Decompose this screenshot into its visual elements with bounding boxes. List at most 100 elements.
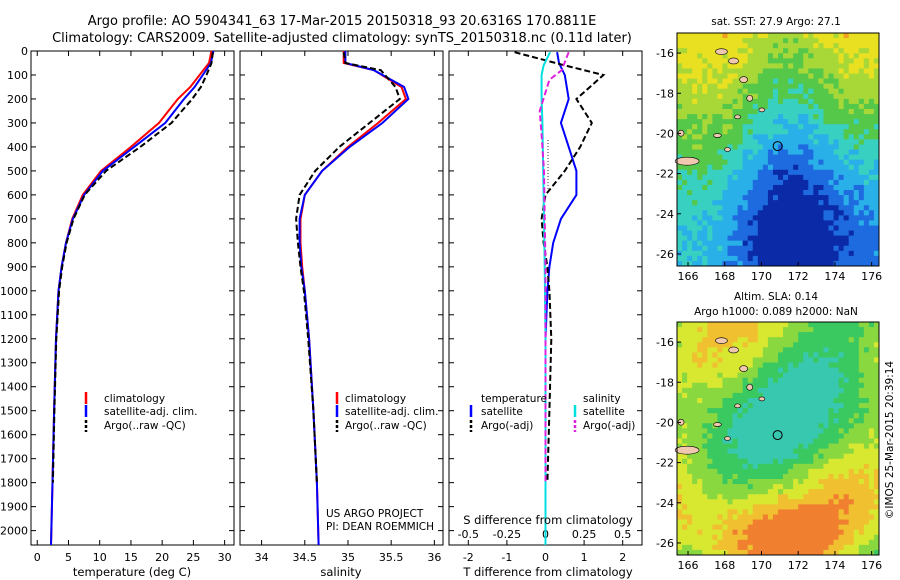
map-cell [788, 245, 794, 252]
map-cell [762, 124, 769, 130]
map-cell [813, 372, 819, 379]
map-cell [853, 352, 860, 358]
map-cell [818, 534, 824, 541]
map-cell [788, 418, 794, 424]
map-cell [813, 514, 819, 520]
map-cell [783, 210, 789, 216]
map-cell [692, 418, 698, 424]
map-cell [783, 205, 789, 211]
map-cell [808, 38, 814, 44]
map-cell [803, 408, 809, 414]
map-cell [692, 33, 698, 39]
map-cell [752, 48, 759, 54]
map-cell [757, 73, 764, 79]
map-cell [682, 489, 688, 495]
map-cell [793, 352, 799, 358]
map-cell [863, 544, 870, 551]
map-cell [838, 392, 845, 399]
map-cell [677, 119, 683, 125]
map-cell [757, 403, 764, 409]
map-cell [727, 327, 733, 333]
map-cell [833, 428, 839, 434]
map-cell [843, 38, 850, 44]
map-cell [778, 362, 784, 368]
map-cell [873, 48, 880, 54]
map-cell [742, 458, 749, 465]
map-cell [687, 73, 693, 79]
map-cell [762, 134, 769, 140]
map-cell [722, 489, 728, 495]
map-cell [783, 403, 789, 409]
map-cell [742, 58, 749, 64]
map-cell [803, 48, 809, 54]
map-cell [848, 235, 855, 242]
map-cell [712, 499, 718, 505]
map-cell [803, 225, 809, 231]
map-cell [757, 332, 764, 338]
map-cell [737, 255, 744, 262]
map-cell [762, 240, 769, 247]
map-cell [682, 494, 688, 500]
map-cell [767, 332, 774, 338]
map-cell [798, 119, 804, 125]
landmass [746, 94, 754, 102]
series-line-t-argo-adj- [514, 51, 606, 483]
map-cell [853, 423, 860, 429]
map-cell [788, 169, 794, 176]
map-cell [707, 93, 713, 100]
x-tick-label: 36 [427, 551, 441, 564]
map-cell [727, 179, 733, 186]
map-cell [838, 352, 845, 358]
map-cell [762, 342, 769, 348]
map-cell [823, 230, 829, 237]
map-cell [707, 88, 713, 95]
map-cell [732, 98, 738, 105]
map-cell [813, 408, 819, 414]
map-cell [858, 149, 865, 155]
map-cell [848, 468, 855, 475]
map-cell [752, 428, 759, 434]
map-cell [717, 534, 723, 541]
map-cell [828, 149, 834, 155]
map-cell [778, 73, 784, 79]
map-cell [772, 53, 779, 59]
map-cell [682, 352, 688, 358]
map-cell [808, 504, 814, 510]
map-cell [762, 423, 769, 429]
map-cell [742, 33, 749, 39]
map-cell [808, 433, 814, 439]
map-cell [712, 377, 718, 384]
map-cell [747, 438, 754, 444]
map-cell [793, 327, 799, 333]
map-cell [818, 33, 824, 39]
map-cell [742, 504, 749, 510]
map-cell [707, 205, 713, 211]
map-cell [732, 337, 738, 343]
map-cell [798, 514, 804, 520]
map-cell [697, 159, 703, 166]
map-cell [803, 524, 809, 531]
map-cell [813, 544, 819, 551]
y-tick-label: 400 [7, 141, 28, 154]
map-cell [702, 362, 708, 368]
map-cell [717, 129, 723, 135]
map-cell [853, 413, 860, 419]
map-cell [757, 255, 764, 262]
map-cell [818, 337, 824, 343]
map-cell [863, 397, 870, 404]
map-cell [687, 43, 693, 49]
map-cell [727, 544, 733, 551]
map-cell [732, 332, 738, 338]
map-cell [828, 322, 834, 328]
map-cell [813, 433, 819, 439]
map-cell [873, 144, 880, 150]
map-cell [762, 489, 769, 495]
map-cell [838, 367, 845, 374]
map-cell [848, 210, 855, 216]
map-cell [863, 200, 870, 206]
map-cell [788, 235, 794, 242]
map-cell [838, 327, 845, 333]
map-cell [732, 438, 738, 444]
map-cell [717, 88, 723, 95]
map-cell [747, 392, 754, 399]
